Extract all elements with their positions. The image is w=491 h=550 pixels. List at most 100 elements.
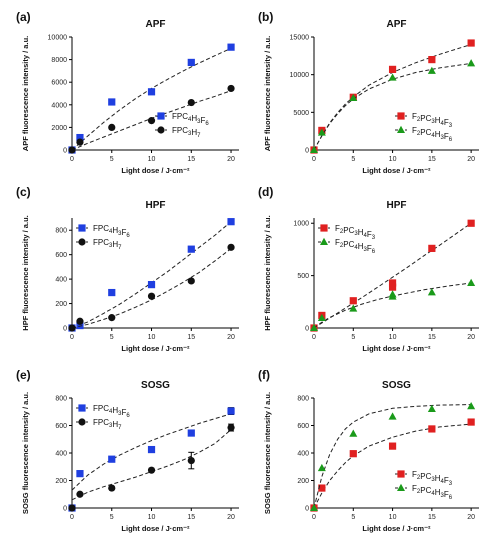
data-point [227, 84, 235, 93]
x-tick-label: 20 [227, 156, 235, 163]
x-tick-label: 15 [187, 334, 195, 341]
chart-title: HPF [387, 200, 407, 211]
chart-panel-1: (a) APF 0 5 10 15 20 0 2000 4000 6000 8000 10000 Ligh… [16, 10, 239, 175]
legend-label: F2PC4H3F6 [335, 238, 376, 255]
data-point [76, 317, 84, 325]
y-tick-label: 200 [55, 478, 67, 485]
data-point [310, 323, 318, 331]
data-point [147, 466, 156, 474]
fit-line [71, 429, 232, 501]
chart-title: APF [146, 19, 166, 30]
fit-line [71, 413, 232, 491]
series-2 [310, 402, 476, 511]
legend-label: FPC3H7 [93, 238, 122, 251]
data-point [147, 445, 156, 454]
data-point [76, 470, 84, 478]
y-tick-label: 10000 [48, 35, 68, 42]
x-tick-label: 0 [312, 514, 316, 521]
data-point [349, 93, 358, 102]
data-point [227, 243, 235, 251]
x-tick-label: 15 [428, 514, 436, 521]
x-tick-label: 5 [110, 156, 114, 163]
data-point [467, 59, 476, 67]
data-point [187, 58, 195, 67]
legend-label: FPC3H7 [93, 418, 122, 431]
x-tick-label: 10 [389, 156, 397, 163]
legend-marker [78, 224, 86, 232]
data-point [68, 324, 76, 332]
series-2 [68, 423, 235, 512]
data-point [349, 304, 358, 312]
y-axis-label: APF fluorescence intensity / a.u. [21, 36, 30, 151]
chart-panel-2: (b) APF 0 5 10 15 20 0 5000 10000 15000 Light dose … [258, 10, 479, 175]
panel-label: (e) [16, 368, 31, 382]
data-point [428, 56, 436, 64]
x-tick-label: 0 [70, 334, 74, 341]
y-tick-label: 0 [305, 506, 309, 513]
data-point [147, 292, 156, 300]
data-point [388, 283, 397, 291]
panel-label: (a) [16, 10, 31, 24]
legend-marker [78, 404, 86, 412]
legend-label: FPC4H3F6 [93, 224, 130, 239]
y-tick-label: 800 [297, 396, 309, 403]
y-tick-label: 0 [305, 148, 309, 155]
legend-marker [78, 238, 86, 246]
y-tick-label: 600 [297, 423, 309, 430]
x-tick-label: 10 [389, 514, 397, 521]
data-point [467, 402, 476, 410]
panel-label: (c) [16, 185, 31, 199]
data-point [467, 278, 476, 286]
x-tick-label: 0 [312, 156, 316, 163]
y-tick-label: 600 [55, 423, 67, 430]
y-tick-label: 2000 [51, 125, 67, 132]
data-point [76, 321, 84, 330]
data-point [349, 450, 357, 458]
x-tick-label: 10 [148, 156, 156, 163]
data-point [68, 504, 76, 512]
data-point [428, 244, 436, 252]
legend-marker [320, 237, 328, 245]
legend-marker [78, 418, 86, 426]
data-point [349, 429, 358, 437]
series-2 [68, 243, 235, 332]
series-2 [310, 59, 476, 153]
y-tick-label: 400 [55, 451, 67, 458]
legend-marker [157, 112, 165, 120]
y-tick-label: 1000 [293, 221, 309, 228]
data-point [76, 490, 84, 498]
y-axis-label: HPF fluorescence intensity / a.u. [21, 215, 30, 330]
x-tick-label: 20 [227, 514, 235, 521]
x-axis-label: Light dose / J·cm⁻² [362, 524, 431, 533]
data-point [187, 429, 195, 437]
x-axis-label: Light dose / J·cm⁻² [362, 166, 431, 175]
x-tick-label: 10 [389, 334, 397, 341]
data-point [76, 138, 84, 146]
data-point [317, 313, 326, 322]
data-point [388, 73, 397, 81]
fit-line [313, 222, 472, 329]
data-point [76, 133, 84, 142]
x-tick-label: 5 [351, 514, 355, 521]
series-1 [68, 43, 235, 154]
data-point [388, 442, 397, 450]
legend-marker [157, 126, 165, 134]
data-point [108, 455, 116, 463]
data-point [428, 425, 436, 433]
data-point [227, 407, 235, 415]
y-tick-label: 0 [63, 506, 67, 513]
legend-label: F2PC4H3F6 [412, 484, 453, 501]
data-point [147, 117, 156, 125]
y-axis-label: SOSG fluorescence intensity / a.u. [263, 392, 272, 514]
data-point [427, 404, 436, 412]
data-point [349, 297, 357, 305]
legend-marker [397, 483, 405, 491]
y-tick-label: 800 [55, 228, 67, 235]
y-tick-label: 800 [55, 396, 67, 403]
data-point [388, 65, 397, 73]
y-tick-label: 4000 [51, 102, 67, 109]
